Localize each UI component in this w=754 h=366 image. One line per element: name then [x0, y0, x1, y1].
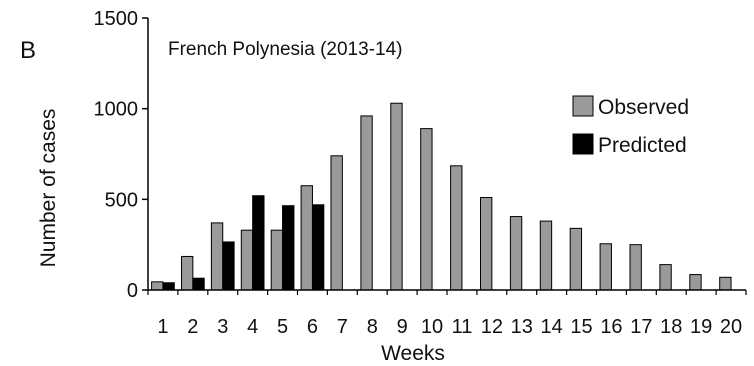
x-tick-label-17: 17: [630, 316, 652, 338]
panel-label: B: [20, 37, 36, 64]
x-tick-label-12: 12: [481, 316, 503, 338]
bar-observed-week-8: [360, 115, 373, 291]
y-tick-label-500: 500: [105, 189, 138, 211]
x-axis-label: Weeks: [381, 342, 445, 365]
y-tick-label-0: 0: [127, 280, 138, 302]
bar-predicted-week-1: [162, 282, 175, 291]
bar-observed-week-11: [450, 165, 463, 291]
bar-observed-week-14: [539, 220, 553, 291]
legend: Observed Predicted: [572, 95, 689, 157]
bar-observed-week-6: [300, 185, 313, 291]
bar-observed-week-5: [270, 229, 284, 291]
legend-label-predicted: Predicted: [598, 134, 687, 157]
bar-observed-week-7: [330, 155, 343, 291]
x-tick-label-11: 11: [452, 316, 473, 338]
bar-observed-week-2: [180, 255, 194, 291]
x-tick-label-6: 6: [307, 316, 318, 338]
y-axis-label: Number of cases: [37, 109, 60, 268]
chart-title: French Polynesia (2013-14): [168, 39, 402, 60]
x-tick-label-5: 5: [277, 316, 288, 338]
y-tick-label-1000: 1000: [94, 99, 139, 121]
x-tick-label-13: 13: [511, 316, 533, 338]
bar-observed-week-16: [599, 243, 612, 291]
x-tick-label-2: 2: [187, 316, 198, 338]
x-tick-label-1: 1: [157, 316, 168, 338]
legend-swatch-observed: [572, 95, 594, 117]
bar-observed-week-13: [509, 216, 523, 291]
x-tick-label-14: 14: [541, 316, 563, 338]
bar-observed-week-9: [390, 102, 403, 291]
bar-observed-week-10: [420, 128, 433, 291]
legend-label-observed: Observed: [598, 96, 689, 119]
bar-observed-week-1: [151, 281, 164, 291]
bar-observed-week-15: [569, 227, 583, 291]
x-tick-label-4: 4: [247, 316, 258, 338]
x-tick-label-9: 9: [397, 316, 408, 338]
bar-predicted-week-4: [252, 195, 265, 291]
legend-swatch-predicted: [572, 133, 594, 155]
bar-observed-week-4: [240, 229, 254, 291]
bar-observed-week-18: [659, 264, 672, 291]
x-tick-label-20: 20: [720, 316, 742, 338]
x-tick-label-3: 3: [217, 316, 228, 338]
bar-observed-week-17: [629, 244, 642, 291]
bar-predicted-week-3: [222, 241, 235, 291]
bar-predicted-week-6: [311, 204, 325, 291]
bar-observed-week-20: [719, 276, 732, 291]
x-tick-label-18: 18: [660, 316, 682, 338]
bar-observed-week-19: [689, 274, 702, 291]
x-tick-label-19: 19: [690, 316, 712, 338]
bar-predicted-week-5: [282, 205, 295, 291]
x-tick-label-8: 8: [367, 316, 378, 338]
bar-predicted-week-2: [192, 277, 205, 291]
x-tick-label-10: 10: [421, 316, 443, 338]
x-tick-label-7: 7: [337, 316, 348, 338]
x-tick-label-15: 15: [570, 316, 592, 338]
x-tick-label-16: 16: [600, 316, 622, 338]
bars-layer: [151, 102, 732, 291]
bar-observed-week-12: [479, 197, 493, 291]
y-tick-label-1500: 1500: [94, 8, 139, 30]
bar-observed-week-3: [210, 222, 224, 291]
